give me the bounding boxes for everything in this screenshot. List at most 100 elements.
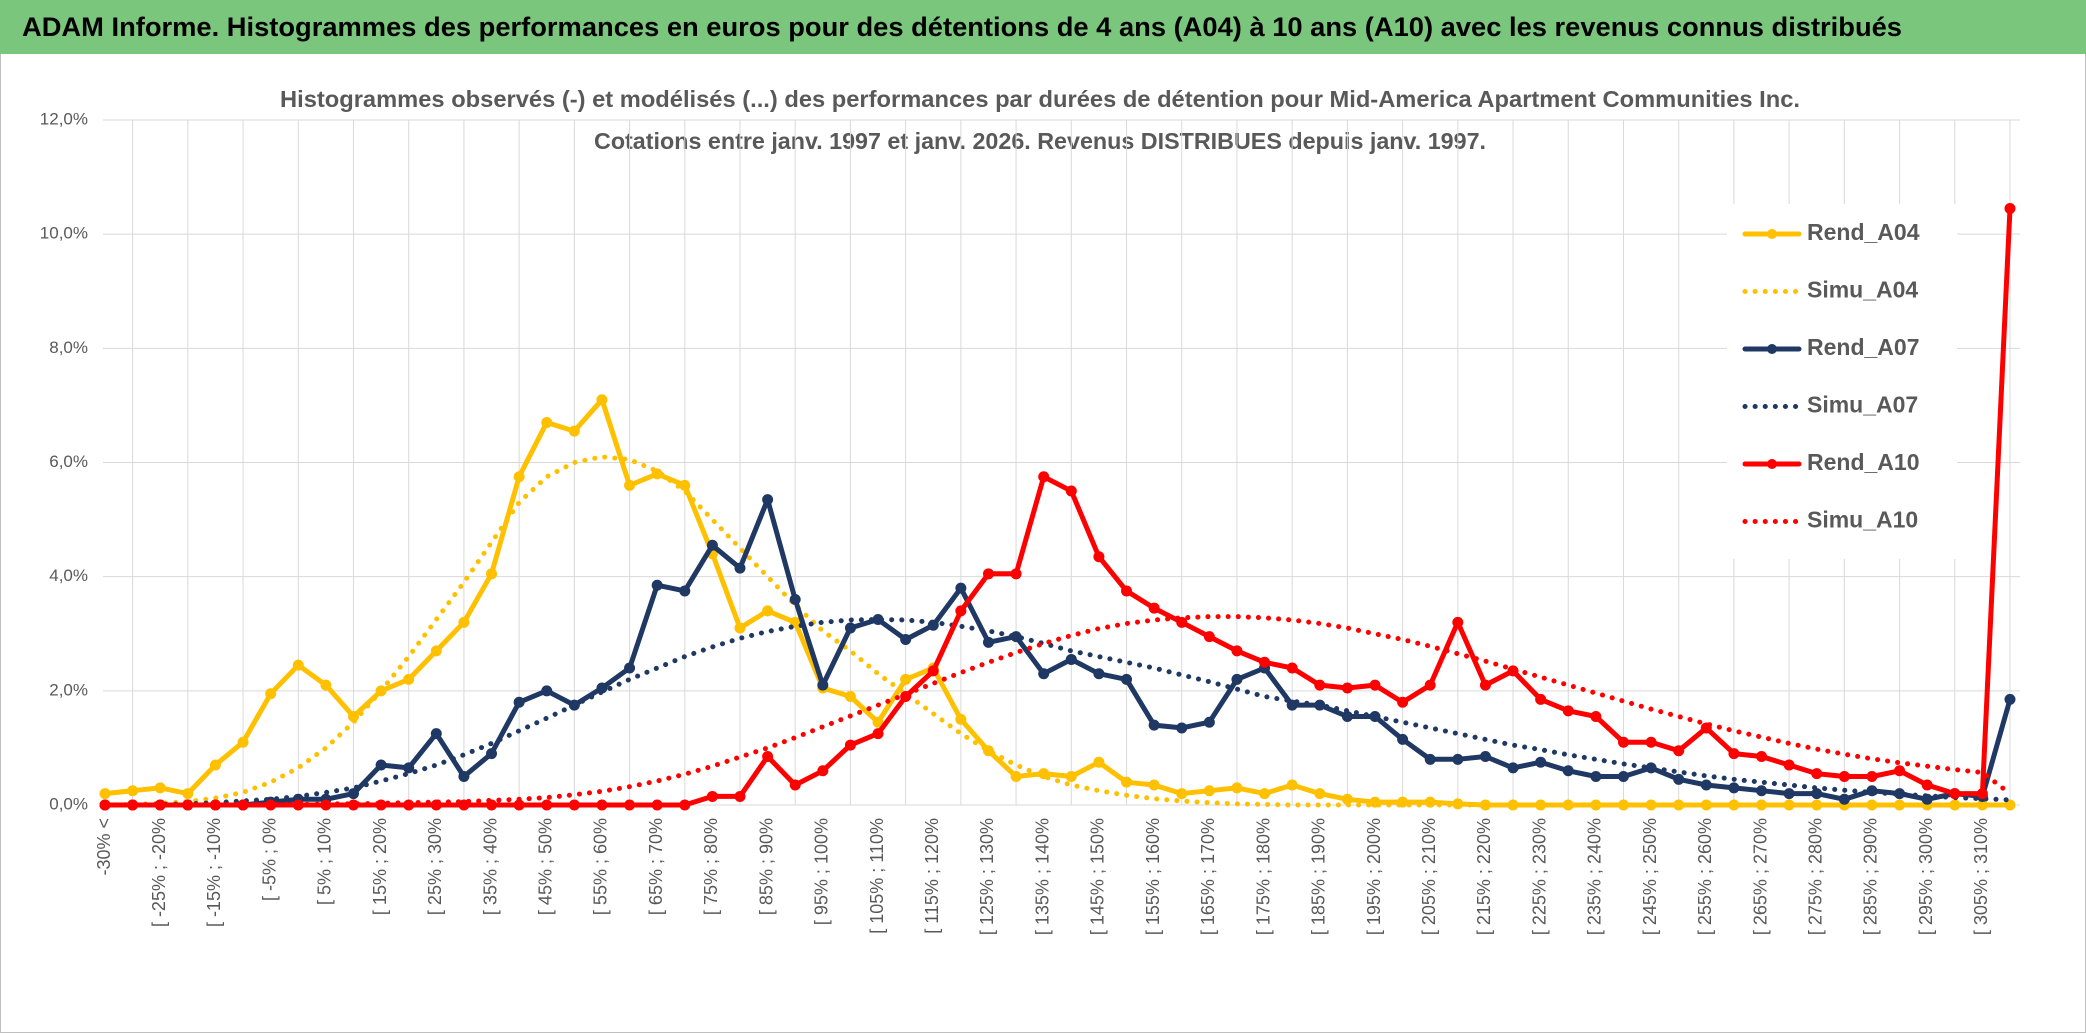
data-point — [1010, 770, 1022, 782]
data-point — [1397, 696, 1409, 708]
legend-label: Rend_A04 — [1807, 219, 1920, 245]
data-point — [817, 765, 829, 777]
data-point — [596, 799, 608, 811]
data-point — [679, 479, 691, 491]
data-point — [1507, 762, 1519, 774]
x-tick-label: [ 215% ; 220% — [1474, 818, 1494, 935]
data-point — [1259, 788, 1271, 800]
x-tick-label: [ 145% ; 150% — [1088, 818, 1108, 935]
y-tick-label: 0,0% — [49, 794, 88, 813]
data-point — [1231, 673, 1243, 685]
data-point — [347, 788, 359, 800]
data-point — [624, 662, 636, 674]
x-tick-label: [ 175% ; 180% — [1253, 818, 1273, 935]
data-point — [1673, 745, 1685, 757]
data-point — [624, 479, 636, 491]
data-point — [1314, 679, 1326, 691]
data-point — [1148, 719, 1160, 731]
data-point — [403, 762, 415, 774]
data-point — [99, 788, 111, 800]
x-tick-label: [ 195% ; 200% — [1364, 818, 1384, 935]
x-tick-label: [ 75% ; 80% — [701, 818, 721, 915]
x-tick-label: [ 85% ; 90% — [756, 818, 776, 915]
data-point — [706, 790, 718, 802]
data-point — [1838, 793, 1850, 805]
data-point — [1369, 679, 1381, 691]
x-tick-label: [ 185% ; 190% — [1309, 818, 1329, 935]
legend-label: Simu_A10 — [1807, 507, 1918, 533]
data-point — [1728, 748, 1740, 760]
data-point — [817, 679, 829, 691]
x-tick-label: [ 275% ; 280% — [1805, 818, 1825, 935]
data-point — [1756, 785, 1768, 797]
legend-marker — [1767, 344, 1777, 354]
data-point — [982, 636, 994, 648]
data-point — [320, 679, 332, 691]
data-point — [1093, 668, 1105, 680]
x-tick-label: [ 55% ; 60% — [591, 818, 611, 915]
data-point — [1038, 668, 1050, 680]
header-title: ADAM Informe. Histogrammes des performan… — [22, 12, 1902, 42]
data-point — [1921, 779, 1933, 791]
x-tick-label: [ 115% ; 120% — [922, 818, 942, 934]
data-point — [1231, 782, 1243, 794]
x-tick-label: -30% < — [94, 818, 114, 876]
data-point — [1341, 682, 1353, 694]
data-point — [1203, 785, 1215, 797]
data-point — [789, 779, 801, 791]
data-point — [1894, 765, 1906, 777]
x-tick-label: [ 295% ; 300% — [1916, 818, 1936, 935]
legend-label: Simu_A04 — [1807, 277, 1918, 303]
data-point — [982, 568, 994, 580]
data-point — [651, 579, 663, 591]
x-tick-label: [ 305% ; 310% — [1971, 818, 1991, 935]
data-point — [596, 394, 608, 406]
x-tick-label: [ 65% ; 70% — [646, 818, 666, 915]
x-tick-label: [ -5% ; 0% — [259, 818, 279, 901]
data-point — [2004, 202, 2016, 214]
x-tick-label: [ 205% ; 210% — [1419, 818, 1439, 935]
data-point — [2004, 693, 2016, 705]
data-point — [624, 799, 636, 811]
data-point — [265, 688, 277, 700]
data-point — [127, 785, 139, 797]
data-point — [706, 539, 718, 551]
legend-label: Rend_A07 — [1807, 334, 1919, 360]
data-point — [1176, 722, 1188, 734]
x-tick-label: [ 225% ; 230% — [1529, 818, 1549, 935]
data-point — [1231, 645, 1243, 657]
x-tick-label: [ 125% ; 130% — [977, 818, 997, 935]
data-point — [651, 799, 663, 811]
data-point — [1093, 756, 1105, 768]
data-point — [1286, 662, 1298, 674]
data-point — [844, 622, 856, 634]
data-point — [1700, 779, 1712, 791]
data-point — [486, 748, 498, 760]
data-point — [1838, 770, 1850, 782]
data-point — [237, 736, 249, 748]
data-point — [403, 673, 415, 685]
data-point — [1949, 788, 1961, 800]
legend-label: Rend_A10 — [1807, 449, 1919, 475]
data-point — [762, 750, 774, 762]
chart-title: Histogrammes observés (-) et modélisés (… — [280, 86, 1800, 112]
x-tick-label: [ 255% ; 260% — [1695, 818, 1715, 935]
data-point — [1286, 779, 1298, 791]
data-point — [1811, 788, 1823, 800]
data-point — [955, 605, 967, 617]
y-tick-label: 4,0% — [49, 566, 88, 585]
data-point — [955, 582, 967, 594]
data-point — [1866, 770, 1878, 782]
x-tick-label: [ 245% ; 250% — [1640, 818, 1660, 935]
data-point — [513, 696, 525, 708]
y-tick-label: 12,0% — [40, 109, 88, 128]
header-bar — [0, 0, 2086, 54]
data-point — [844, 691, 856, 703]
y-tick-label: 10,0% — [40, 224, 88, 243]
x-tick-label: [ 95% ; 100% — [812, 818, 832, 925]
data-point — [541, 799, 553, 811]
legend-marker — [1767, 459, 1777, 469]
data-point — [762, 605, 774, 617]
data-point — [1590, 711, 1602, 723]
data-point — [1148, 779, 1160, 791]
